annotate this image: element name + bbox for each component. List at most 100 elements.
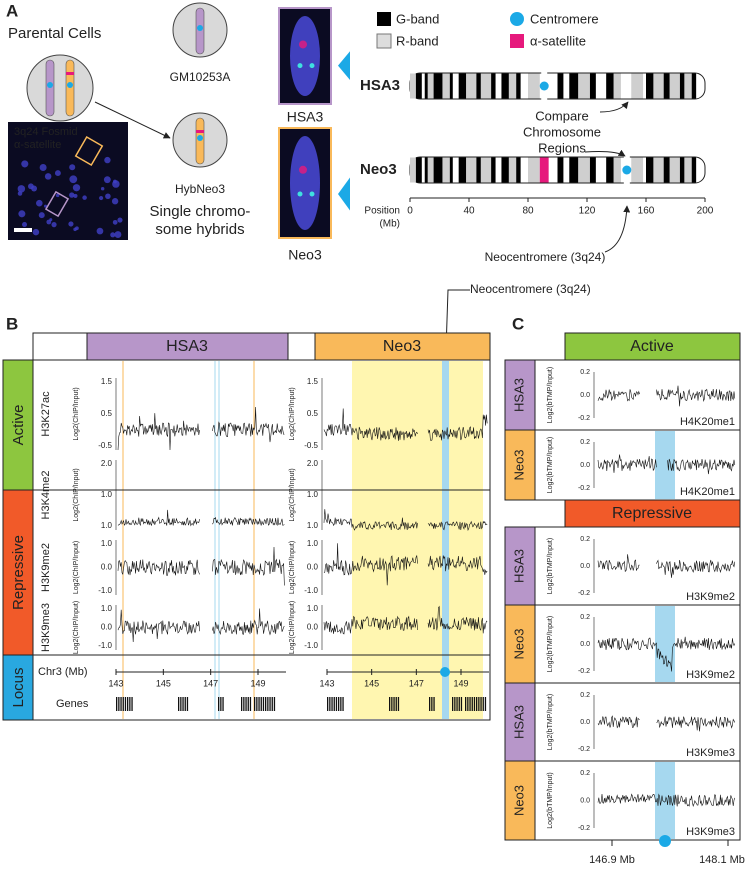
gene [273, 697, 276, 711]
g-band [449, 157, 453, 183]
y-axis-title: Log2(ChIP/Input) [289, 387, 296, 440]
scale-bar [14, 228, 32, 232]
tick-label: 0.0 [580, 641, 590, 648]
hybrid-label: GM10253A [170, 70, 231, 84]
gene [478, 697, 480, 711]
gene [471, 697, 473, 711]
r-band [466, 157, 477, 183]
tick-label: 0.5 [101, 409, 113, 418]
gene [395, 697, 397, 711]
r-band [684, 157, 692, 183]
group-label: Locus [10, 667, 27, 707]
arrow [94, 101, 171, 139]
tick-label: 0.0 [580, 797, 590, 804]
micrograph-chromosome [104, 156, 111, 164]
tick-label: 0 [407, 206, 413, 217]
y-axis-title: Log2(bTMP/Input) [547, 772, 554, 828]
gene [131, 697, 133, 711]
gene [467, 697, 469, 711]
legend-label: α-satellite [530, 33, 586, 48]
panel-label: C [512, 314, 524, 333]
track-label: H3K27ac [40, 391, 52, 437]
gene [331, 697, 333, 711]
r-band [427, 157, 434, 183]
g-band [569, 157, 579, 183]
row-label: HSA3 [511, 705, 526, 739]
group-label: Repressive [612, 505, 692, 522]
micrograph-chromosome [111, 198, 119, 205]
row-bar [504, 526, 536, 606]
neocentromere-band [655, 431, 675, 499]
g-band [589, 157, 596, 183]
y-axis-title: Log2(bTMP/Input) [547, 694, 554, 750]
micrograph-chromosome [73, 193, 78, 198]
signal-trace [323, 605, 488, 635]
tick-label: 1.0 [101, 604, 113, 613]
legend-swatch [510, 12, 524, 26]
image-label: Neo3 [288, 247, 322, 263]
tick-label: 0.2 [580, 614, 590, 621]
tick-label: 120 [579, 206, 596, 217]
fosmid-signal [309, 191, 315, 197]
gene [469, 697, 471, 711]
tick-label: 1.0 [101, 490, 113, 499]
micrograph-chromosome [21, 222, 28, 228]
arrow [604, 205, 631, 253]
tick-label: 145 [364, 678, 379, 688]
track-label: H3K9me3 [40, 603, 52, 652]
g-band [691, 73, 697, 99]
r-band [508, 157, 517, 183]
g-band [491, 73, 496, 99]
compare-label: Regions [538, 140, 586, 155]
micrograph-chromosome [72, 184, 81, 192]
tick-label: 40 [463, 206, 475, 217]
gene [116, 697, 118, 711]
tick-label: -0.2 [578, 415, 590, 422]
r-band [442, 73, 450, 99]
frame [32, 359, 491, 721]
centromere-dot [67, 82, 73, 88]
micrograph-chromosome [100, 186, 105, 191]
tick-label: 1.5 [307, 377, 319, 386]
gene [476, 697, 478, 711]
micrograph-chromosome [17, 185, 26, 193]
r-band [684, 73, 692, 99]
caption: Single chromo- [150, 203, 251, 220]
signal-trace [597, 454, 736, 475]
y-axis-title: Log2(bTMP/Input) [547, 437, 554, 493]
y-axis-title: Log2(ChIP/Input) [289, 601, 296, 654]
gene [458, 697, 460, 711]
micrograph-chromosome [69, 164, 76, 171]
r-band [410, 73, 416, 99]
group-label: Repressive [10, 535, 27, 610]
micrograph-chromosome [69, 175, 78, 184]
centromere-dot [197, 135, 203, 141]
gene [454, 697, 456, 711]
g-band [424, 73, 428, 99]
r-band [427, 73, 434, 99]
r-band [613, 157, 621, 183]
g-band [646, 73, 654, 99]
gene [222, 697, 224, 711]
row-label: HSA3 [511, 378, 526, 412]
gene [271, 697, 273, 711]
g-band [663, 157, 670, 183]
micrograph-chromosome [32, 228, 40, 236]
tick-label: -1.0 [98, 641, 112, 650]
gene [480, 697, 482, 711]
track-label: H3K9me2 [40, 543, 52, 592]
tick-label: 1.0 [307, 539, 319, 548]
g-band [476, 157, 481, 183]
r-band [528, 157, 540, 183]
gene [327, 697, 329, 711]
row-label: HSA3 [511, 549, 526, 583]
r-band [578, 157, 590, 183]
gene [118, 697, 120, 711]
column-label: Neo3 [383, 338, 421, 355]
gene [241, 697, 243, 711]
micrograph-chromosome [114, 231, 122, 238]
tick-label: 1.0 [307, 521, 319, 530]
r-band [508, 73, 517, 99]
g-band [606, 73, 614, 99]
micrograph-chromosome [82, 195, 87, 200]
